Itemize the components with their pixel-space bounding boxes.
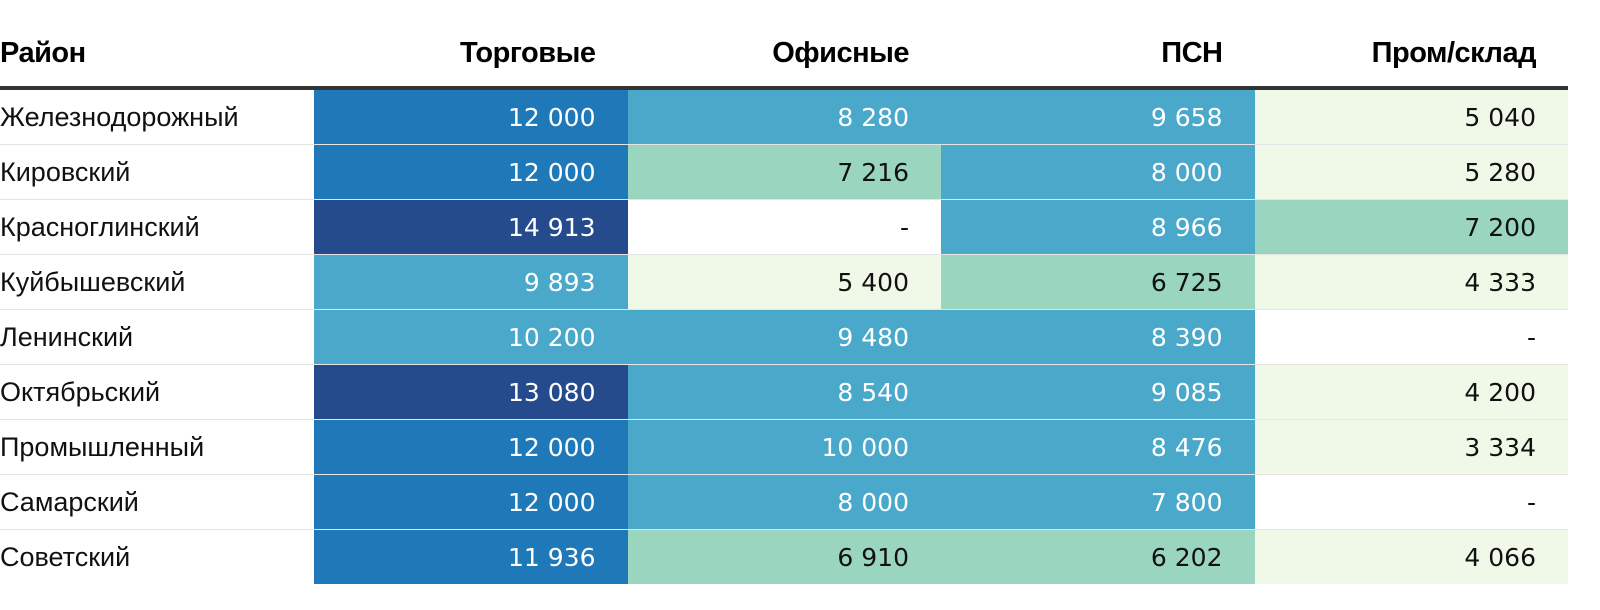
column-header-industrial: Пром/склад: [1254, 20, 1568, 90]
district-name-cell: Кировский: [0, 144, 314, 200]
column-header-district: Район: [0, 20, 314, 90]
heatmap-cell-office: 8 000: [627, 474, 941, 530]
district-name-cell: Железнодорожный: [0, 88, 314, 145]
heatmap-cell-office: 8 280: [627, 88, 941, 145]
table-row: Ленинский 10 200 9 480 8 390-: [0, 309, 1568, 365]
heatmap-cell-industrial: 3 334: [1254, 419, 1568, 475]
heatmap-cell-psn: 9 658: [941, 88, 1255, 145]
heatmap-cell-retail: 9 893: [314, 254, 628, 310]
heatmap-cell-retail: 12 000: [314, 88, 628, 145]
table-row: Промышленный 12 000 10 000 8 476 3 334: [0, 419, 1568, 475]
district-name-cell: Промышленный: [0, 419, 314, 475]
heatmap-cell-psn: 8 966: [941, 199, 1255, 255]
heatmap-cell-office: 6 910: [627, 529, 941, 584]
district-name-cell: Ленинский: [0, 309, 314, 365]
heatmap-cell-retail: 12 000: [314, 419, 628, 475]
heatmap-cell-retail: 12 000: [314, 474, 628, 530]
column-header-psn: ПСН: [941, 20, 1255, 90]
heatmap-cell-industrial: -: [1254, 309, 1568, 365]
district-name-cell: Советский: [0, 541, 131, 572]
district-name-cell: Красноглинский: [0, 199, 314, 255]
heatmap-cell-industrial: 5 280: [1254, 144, 1568, 200]
table-row: Железнодорожный 12 000 8 280 9 658 5 040: [0, 88, 1568, 145]
heatmap-cell-industrial: 4 200: [1254, 364, 1568, 420]
heatmap-cell-industrial: 7 200: [1254, 199, 1568, 255]
heatmap-cell-office: 10 000: [627, 419, 941, 475]
heatmap-cell-psn: 8 390: [941, 309, 1255, 365]
heatmap-cell-industrial: 4 066: [1254, 529, 1568, 584]
table-row: Советский 11 936 6 910 6 202 4 066: [0, 529, 1568, 584]
heatmap-cell-industrial: 4 333: [1254, 254, 1568, 310]
table-row: Октябрьский 13 080 8 540 9 085 4 200: [0, 364, 1568, 420]
district-name-cell: Куйбышевский: [0, 254, 314, 310]
table-row: Кировский 12 000 7 216 8 000 5 280: [0, 144, 1568, 200]
heatmap-cell-office: 9 480: [627, 309, 941, 365]
heatmap-cell-retail: 12 000: [314, 144, 628, 200]
table-row: Красноглинский 14 913-8 966 7 200: [0, 199, 1568, 255]
heatmap-cell-psn: 6 725: [941, 254, 1255, 310]
district-name-cell: Октябрьский: [0, 364, 314, 420]
heatmap-table-container: Район Торговые Офисные ПСН Пром/склад Же…: [0, 20, 1568, 584]
heatmap-cell-office: 5 400: [627, 254, 941, 310]
heatmap-cell-industrial: 5 040: [1254, 88, 1568, 145]
heatmap-cell-retail: 13 080: [314, 364, 628, 420]
heatmap-cell-psn: 8 000: [941, 144, 1255, 200]
heatmap-cell-office: 8 540: [627, 364, 941, 420]
header-row: Район Торговые Офисные ПСН Пром/склад: [0, 20, 1568, 90]
heatmap-cell-psn: 7 800: [941, 474, 1255, 530]
heatmap-cell-office: -: [627, 199, 941, 255]
district-name-cell: Самарский: [0, 474, 314, 530]
heatmap-table: Район Торговые Офисные ПСН Пром/склад Же…: [0, 20, 1568, 584]
heatmap-cell-industrial: -: [1254, 474, 1568, 530]
heatmap-cell-office: 7 216: [627, 144, 941, 200]
column-header-retail: Торговые: [314, 20, 628, 90]
heatmap-cell-retail: 11 936: [314, 529, 628, 584]
heatmap-cell-retail: 10 200: [314, 309, 628, 365]
table-row: Куйбышевский 9 893 5 400 6 725 4 333: [0, 254, 1568, 310]
table-body: Железнодорожный 12 000 8 280 9 658 5 040 Киро…: [0, 88, 1568, 584]
table-row: Самарский 12 000 8 000 7 800-: [0, 474, 1568, 530]
heatmap-cell-retail: 14 913: [314, 199, 628, 255]
heatmap-cell-psn: 6 202: [941, 529, 1255, 584]
column-header-office: Офисные: [627, 20, 941, 90]
heatmap-cell-psn: 9 085: [941, 364, 1255, 420]
heatmap-cell-psn: 8 476: [941, 419, 1255, 475]
